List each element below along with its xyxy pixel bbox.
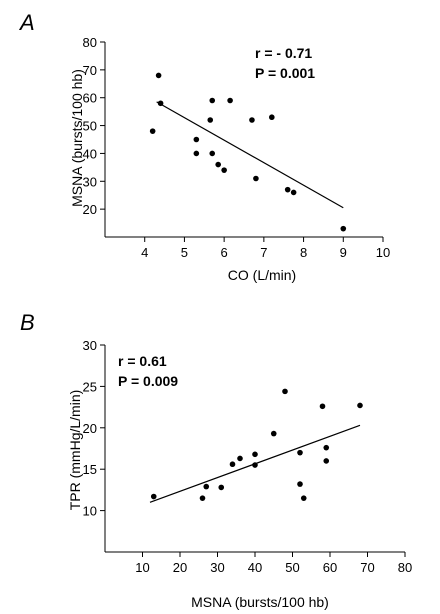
y-tick-label: 10: [83, 504, 97, 519]
data-point: [284, 186, 291, 193]
data-point: [150, 493, 157, 500]
data-point: [252, 462, 258, 468]
x-axis-title: MSNA (bursts/100 hb): [191, 594, 329, 610]
y-axis-title: TPR (mmHg/L/min): [67, 390, 83, 511]
y-tick-label: 50: [83, 119, 97, 134]
stat-annotation: P = 0.001: [255, 65, 315, 81]
y-tick-label: 25: [83, 379, 97, 394]
data-point: [193, 136, 200, 143]
regression-line: [156, 101, 344, 209]
data-point: [319, 403, 326, 410]
data-point: [323, 458, 330, 464]
data-point: [227, 97, 233, 104]
data-point: [221, 167, 227, 173]
x-tick-label: 30: [210, 560, 224, 575]
data-point: [215, 161, 221, 168]
x-tick-label: 80: [398, 560, 412, 575]
stat-annotation: r = 0.61: [118, 353, 167, 369]
data-point: [203, 483, 210, 490]
y-tick-label: 30: [83, 338, 97, 353]
y-tick-label: 20: [83, 202, 97, 217]
y-tick-label: 20: [83, 421, 97, 436]
y-tick-label: 15: [83, 462, 97, 477]
data-point: [209, 150, 216, 157]
panel-a: A 20 30 40 50 60 70 80 4 5 6 7 8 9 10 CO (L/min) MSNA (b…: [18, 10, 390, 283]
data-point: [229, 461, 236, 468]
x-tick-label: 10: [376, 245, 390, 260]
data-point: [290, 189, 297, 196]
x-tick-label: 8: [300, 245, 307, 260]
y-axis-title: MSNA (bursts/100 hb): [69, 69, 85, 207]
data-point: [193, 150, 200, 157]
x-tick-label: 4: [141, 245, 148, 260]
panel-b: B 10 15 20 25 30 10 20 30 40 50 60 70 80 MSNA (bursts/…: [20, 310, 412, 610]
y-tick-label: 40: [83, 146, 97, 161]
data-point: [199, 495, 206, 501]
data-point: [300, 495, 307, 501]
x-tick-label: 5: [181, 245, 188, 260]
panel-letter: B: [20, 310, 35, 335]
x-axis-title: CO (L/min): [228, 267, 296, 283]
stat-annotation: r = - 0.71: [255, 45, 312, 61]
y-tick-label: 80: [83, 35, 97, 50]
x-tick-label: 20: [173, 560, 187, 575]
x-tick-label: 9: [340, 245, 347, 260]
data-point: [282, 388, 288, 395]
x-tick-label: 70: [360, 560, 374, 575]
y-tick-label: 30: [83, 174, 97, 189]
data-point: [340, 225, 347, 232]
x-tick-label: 60: [323, 560, 337, 575]
data-point: [218, 484, 225, 491]
x-tick-label: 40: [248, 560, 262, 575]
data-point: [252, 451, 258, 458]
panel-letter: A: [18, 10, 35, 35]
data-point: [207, 117, 214, 123]
x-tick-label: 50: [285, 560, 299, 575]
x-tick-label: 10: [135, 560, 149, 575]
data-point: [269, 114, 275, 121]
data-point: [249, 117, 255, 123]
stat-annotation: P = 0.009: [118, 373, 178, 389]
x-tick-label: 6: [221, 245, 228, 260]
y-tick-label: 60: [83, 91, 97, 106]
x-tick-label: 7: [260, 245, 267, 260]
data-point: [297, 481, 303, 487]
data-point: [323, 444, 330, 451]
data-point: [357, 402, 363, 409]
data-point: [237, 455, 243, 462]
data-point: [155, 72, 162, 79]
data-point: [253, 175, 259, 182]
y-tick-label: 70: [83, 63, 97, 78]
data-point: [157, 100, 164, 107]
data-point: [209, 97, 216, 104]
data-point: [297, 449, 303, 456]
data-point: [270, 430, 277, 437]
data-point: [149, 128, 156, 134]
